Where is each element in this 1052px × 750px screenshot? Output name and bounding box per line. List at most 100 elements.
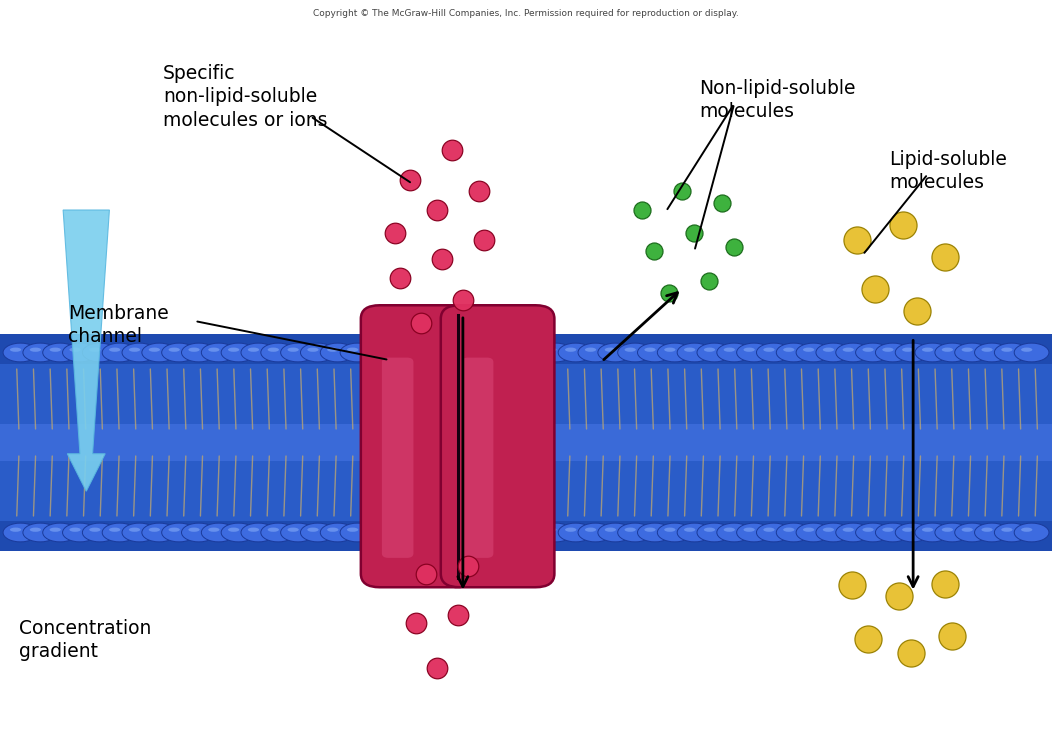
Ellipse shape <box>281 524 316 542</box>
Ellipse shape <box>23 524 58 542</box>
Point <box>646 245 663 257</box>
Ellipse shape <box>62 344 97 362</box>
Ellipse shape <box>982 347 993 352</box>
Point <box>433 253 450 265</box>
Ellipse shape <box>618 524 652 542</box>
Text: Membrane
channel: Membrane channel <box>68 304 169 346</box>
Ellipse shape <box>764 527 774 532</box>
Ellipse shape <box>645 347 655 352</box>
Ellipse shape <box>744 347 754 352</box>
Ellipse shape <box>3 344 38 362</box>
Ellipse shape <box>756 344 791 362</box>
Ellipse shape <box>783 347 794 352</box>
Ellipse shape <box>816 344 851 362</box>
Ellipse shape <box>955 344 990 362</box>
Point <box>891 590 908 602</box>
Ellipse shape <box>618 344 652 362</box>
Bar <box>0 424 1052 461</box>
Ellipse shape <box>142 344 177 362</box>
Text: Lipid-soluble
molecules: Lipid-soluble molecules <box>889 150 1007 193</box>
Ellipse shape <box>281 344 316 362</box>
Ellipse shape <box>340 344 375 362</box>
Ellipse shape <box>539 344 573 362</box>
Ellipse shape <box>9 347 21 352</box>
Ellipse shape <box>736 524 771 542</box>
Ellipse shape <box>43 524 78 542</box>
Ellipse shape <box>228 527 239 532</box>
Ellipse shape <box>982 527 993 532</box>
Point <box>428 662 445 674</box>
FancyBboxPatch shape <box>361 305 474 587</box>
Ellipse shape <box>744 527 754 532</box>
Ellipse shape <box>69 347 81 352</box>
Ellipse shape <box>307 347 319 352</box>
Point <box>673 185 690 197</box>
Ellipse shape <box>578 344 612 362</box>
Ellipse shape <box>261 344 296 362</box>
Ellipse shape <box>168 347 180 352</box>
Ellipse shape <box>915 524 950 542</box>
Text: Copyright © The McGraw-Hill Companies, Inc. Permission required for reproduction: Copyright © The McGraw-Hill Companies, I… <box>313 9 739 18</box>
Ellipse shape <box>677 344 712 362</box>
Point <box>454 294 471 306</box>
FancyBboxPatch shape <box>382 358 413 558</box>
Point <box>944 630 960 642</box>
Ellipse shape <box>684 347 695 352</box>
Ellipse shape <box>320 524 355 542</box>
Ellipse shape <box>267 347 279 352</box>
Ellipse shape <box>796 344 831 362</box>
Point <box>476 234 492 246</box>
Point <box>686 226 703 238</box>
Ellipse shape <box>658 344 692 362</box>
Ellipse shape <box>142 524 177 542</box>
Ellipse shape <box>102 344 137 362</box>
Ellipse shape <box>883 527 893 532</box>
Ellipse shape <box>340 524 375 542</box>
Ellipse shape <box>974 524 1009 542</box>
Point <box>909 305 926 317</box>
Ellipse shape <box>129 527 140 532</box>
Ellipse shape <box>287 527 299 532</box>
Ellipse shape <box>605 347 616 352</box>
Ellipse shape <box>148 347 160 352</box>
Ellipse shape <box>684 527 695 532</box>
Ellipse shape <box>241 524 276 542</box>
Ellipse shape <box>221 524 256 542</box>
Point <box>726 242 743 254</box>
Ellipse shape <box>962 347 973 352</box>
Ellipse shape <box>347 347 359 352</box>
Ellipse shape <box>736 344 771 362</box>
Ellipse shape <box>625 347 635 352</box>
Point <box>412 316 429 328</box>
Ellipse shape <box>248 347 259 352</box>
Ellipse shape <box>922 347 933 352</box>
Ellipse shape <box>162 524 197 542</box>
Ellipse shape <box>697 524 732 542</box>
Ellipse shape <box>208 527 220 532</box>
Ellipse shape <box>347 527 359 532</box>
Ellipse shape <box>9 527 21 532</box>
Ellipse shape <box>875 524 910 542</box>
Ellipse shape <box>89 347 101 352</box>
Point <box>460 560 477 572</box>
Text: Non-lipid-soluble
molecules: Non-lipid-soluble molecules <box>700 79 856 122</box>
FancyBboxPatch shape <box>441 305 554 587</box>
Point <box>407 616 424 628</box>
Ellipse shape <box>539 524 573 542</box>
Ellipse shape <box>677 524 712 542</box>
Ellipse shape <box>796 524 831 542</box>
Ellipse shape <box>823 347 834 352</box>
Ellipse shape <box>955 524 990 542</box>
Ellipse shape <box>704 347 715 352</box>
Ellipse shape <box>756 524 791 542</box>
Ellipse shape <box>843 347 854 352</box>
Ellipse shape <box>188 527 200 532</box>
Ellipse shape <box>287 347 299 352</box>
Point <box>633 204 650 216</box>
Ellipse shape <box>776 344 811 362</box>
Ellipse shape <box>875 344 910 362</box>
Ellipse shape <box>783 527 794 532</box>
Ellipse shape <box>49 527 61 532</box>
Ellipse shape <box>241 344 276 362</box>
Bar <box>0 364 1052 521</box>
